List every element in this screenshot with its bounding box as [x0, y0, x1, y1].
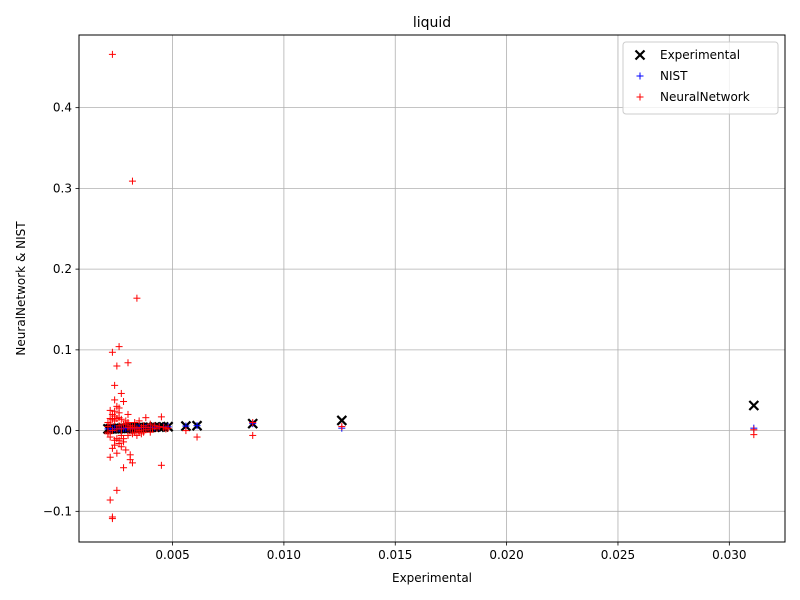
legend-marker: [634, 49, 646, 61]
data-point: [117, 443, 125, 451]
y-tick-label: 0.2: [53, 262, 72, 276]
y-axis-label: NeuralNetwork & NIST: [14, 221, 28, 356]
data-point: [124, 431, 132, 439]
data-points: [102, 50, 760, 523]
data-point: [162, 425, 170, 433]
data-point: [108, 427, 116, 435]
legend: Experimental NIST NeuralNetwork: [622, 41, 779, 115]
legend-label: NeuralNetwork: [660, 90, 750, 104]
legend-box: [622, 41, 779, 115]
data-point: [135, 417, 143, 425]
data-point: [104, 428, 112, 436]
data-point: [113, 362, 121, 370]
series-neuralnetwork: [104, 50, 758, 523]
data-point: [108, 444, 116, 452]
x-tick-label: 0.005: [155, 548, 189, 562]
data-point: [128, 177, 136, 185]
data-point: [115, 404, 123, 412]
data-point: [155, 423, 163, 431]
data-point: [124, 359, 132, 367]
y-tick-label: 0.3: [53, 181, 72, 195]
data-point: [115, 414, 123, 422]
data-point: [120, 464, 128, 472]
data-point: [157, 413, 165, 421]
plot-frame: [78, 34, 786, 543]
x-axis-label: Experimental: [392, 571, 472, 585]
data-point: [108, 50, 116, 58]
legend-label: NIST: [660, 69, 688, 83]
data-point: [146, 428, 154, 436]
data-point: [113, 486, 121, 494]
data-point: [106, 406, 114, 414]
data-point: [111, 407, 119, 415]
y-tick-label: 0.4: [53, 101, 72, 115]
data-point: [193, 422, 201, 430]
data-point: [111, 396, 119, 404]
legend-item-experimental: Experimental: [634, 48, 740, 62]
data-point: [117, 431, 125, 439]
data-point: [122, 446, 130, 454]
chart-title: liquid: [413, 15, 451, 31]
data-point: [193, 433, 201, 441]
data-point: [106, 420, 114, 428]
data-point: [115, 343, 123, 351]
data-point: [120, 398, 128, 406]
data-point: [113, 435, 121, 443]
data-point: [108, 515, 116, 523]
grid: [79, 35, 785, 542]
data-point: [106, 433, 114, 441]
data-point: [249, 419, 257, 427]
data-point: [108, 348, 116, 356]
data-point: [113, 449, 121, 457]
y-tick-label: 0.0: [53, 424, 72, 438]
data-point: [108, 415, 116, 423]
data-point: [126, 451, 134, 459]
data-point: [140, 422, 148, 430]
y-tick-label: −0.1: [43, 504, 72, 518]
ticks: 0.005 0.010 0.015 0.020 0.025 0.030 −0.1 0.0 0.1…: [43, 101, 747, 562]
data-point: [135, 428, 143, 436]
data-point: [133, 294, 141, 302]
data-point: [336, 415, 348, 426]
y-tick-label: 0.1: [53, 343, 72, 357]
data-point: [124, 410, 132, 418]
data-point: [124, 419, 132, 427]
data-point: [157, 461, 165, 469]
x-tick-label: 0.010: [267, 548, 301, 562]
data-point: [120, 438, 128, 446]
legend-marker: [636, 93, 644, 101]
data-point: [249, 431, 257, 439]
data-point: [131, 423, 139, 431]
x-tick-label: 0.015: [378, 548, 412, 562]
x-tick-label: 0.020: [489, 548, 523, 562]
data-point: [750, 431, 758, 439]
data-point: [142, 426, 150, 434]
data-point: [748, 400, 760, 411]
data-point: [106, 453, 114, 461]
data-point: [117, 389, 125, 397]
data-point: [106, 496, 114, 504]
data-point: [182, 427, 190, 435]
data-point: [117, 425, 125, 433]
data-point: [338, 423, 346, 431]
legend-item-nist: NIST: [636, 69, 688, 83]
data-point: [111, 381, 119, 389]
legend-item-neuralnetwork: NeuralNetwork: [636, 90, 750, 104]
data-point: [142, 414, 150, 422]
x-tick-label: 0.030: [712, 548, 746, 562]
x-tick-label: 0.025: [601, 548, 635, 562]
legend-marker: [636, 72, 644, 80]
series-experimental: [102, 400, 760, 435]
legend-label: Experimental: [660, 48, 740, 62]
